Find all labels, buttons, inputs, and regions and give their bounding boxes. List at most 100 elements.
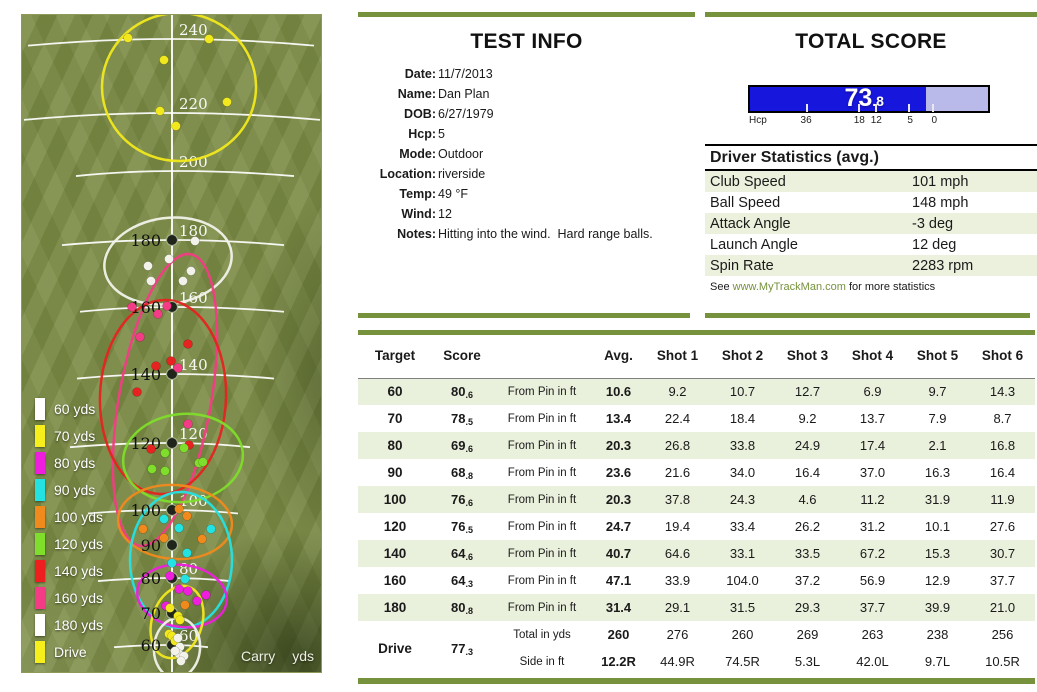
shot-dot bbox=[127, 302, 137, 312]
score-main: 64 bbox=[451, 546, 466, 561]
stats-value: 2283 rpm bbox=[912, 257, 974, 274]
shot-cell: 4.6 bbox=[775, 486, 840, 513]
metric-cell: Side in ft bbox=[519, 655, 565, 668]
shot-cell: 31.2 bbox=[859, 519, 886, 534]
column-header: Avg. bbox=[592, 334, 645, 379]
distance-arc bbox=[75, 170, 295, 177]
shot-cell: 9.7L bbox=[924, 654, 951, 669]
mytrackman-link[interactable]: www.MyTrackMan.com bbox=[732, 281, 846, 293]
table-row: 140 64.6 From Pin in ft 40.7 64.6 33.1 33.5 67.… bbox=[358, 540, 1035, 567]
testinfo-field-row: DOB: 6/27/1979 bbox=[358, 104, 695, 124]
totalscore-top-rule bbox=[705, 12, 1037, 17]
legend-swatch bbox=[35, 533, 45, 555]
field-value: 12 bbox=[438, 207, 452, 221]
table-row: 120 76.5 From Pin in ft 24.7 19.4 33.4 26.2 31.… bbox=[358, 513, 1035, 540]
shot-cell: 37.7 bbox=[989, 573, 1016, 588]
score-sub: .6 bbox=[465, 390, 473, 401]
field-label: Hcp: bbox=[408, 127, 436, 141]
legend-item-label: 180 yds bbox=[54, 617, 104, 633]
avg-cell: 23.6 bbox=[605, 465, 632, 480]
legend-item-label: 120 yds bbox=[54, 536, 104, 552]
shot-dot bbox=[160, 466, 170, 476]
legend-swatch bbox=[35, 641, 45, 663]
legend-item-label: 100 yds bbox=[54, 509, 104, 525]
shot-dot bbox=[162, 301, 172, 311]
testinfo-field-row: Temp: 49 °F bbox=[358, 184, 695, 204]
shot-dot bbox=[153, 309, 163, 319]
field-value: riverside bbox=[438, 167, 486, 181]
table-row: 80 69.6 From Pin in ft 20.3 26.8 33.8 24.9 17.4… bbox=[358, 432, 1035, 459]
target-label: 140 bbox=[130, 365, 161, 384]
driver-statistics-title: Driver Statistics (avg.) bbox=[705, 146, 1037, 171]
shot-dot bbox=[180, 574, 190, 584]
shot-cell: 12.7 bbox=[775, 378, 840, 405]
totalscore-title: TOTAL SCORE bbox=[795, 30, 947, 53]
score-main: 77 bbox=[451, 640, 466, 656]
dispersion-ellipse bbox=[100, 15, 258, 163]
score-value: 73.8 bbox=[844, 84, 884, 113]
score-main: 68 bbox=[451, 465, 466, 480]
legend-swatch bbox=[35, 506, 45, 528]
score-cell: 78.5 bbox=[432, 405, 492, 432]
shot-cell: 37.0 bbox=[859, 465, 886, 480]
legend-item: Drive bbox=[35, 641, 103, 663]
table-row: Drive 77.3 Total in yds 260 276 260 269 263 238 2… bbox=[358, 621, 1035, 657]
target-pin bbox=[166, 437, 178, 449]
target-pin bbox=[166, 368, 178, 380]
score-sub: .3 bbox=[465, 646, 473, 657]
target-cell: 80 bbox=[358, 432, 432, 459]
avg-cell: 20.3 bbox=[592, 432, 645, 459]
shot-dot bbox=[123, 33, 133, 43]
testinfo-field-row: Hcp: 5 bbox=[358, 124, 695, 144]
shot-dot bbox=[170, 646, 180, 656]
score-main: 78 bbox=[451, 411, 466, 426]
target-label: 90 bbox=[141, 536, 161, 555]
shot-cell: 17.4 bbox=[840, 432, 905, 459]
target-label: 180 bbox=[130, 231, 161, 250]
target-label: 100 bbox=[130, 501, 161, 520]
score-gauge-axis: Hcp 36 18 12 5 0 bbox=[748, 115, 990, 127]
shot-cell: 24.9 bbox=[775, 432, 840, 459]
testinfo-fields: Date: 11/7/2013 Name: Dan Plan DOB: 6/27/1979… bbox=[358, 64, 695, 244]
table-row: 100 76.6 From Pin in ft 20.3 37.8 24.3 4.6 11.2… bbox=[358, 486, 1035, 513]
gauge-tick bbox=[932, 104, 935, 112]
distance-arc bbox=[97, 577, 231, 582]
score-main: 64 bbox=[451, 573, 466, 588]
score-cell: 64.6 bbox=[432, 540, 492, 567]
testinfo-field-row: Wind: 12 bbox=[358, 204, 695, 224]
legend-swatch bbox=[35, 560, 45, 582]
score-value-decimal: .8 bbox=[872, 93, 884, 109]
gauge-tick-label: 18 bbox=[853, 115, 865, 126]
legend-item: 140 yds bbox=[35, 560, 103, 582]
shot-cell: 37.2 bbox=[794, 573, 821, 588]
dispersion-ellipse bbox=[111, 252, 219, 548]
table-bottom-rule bbox=[358, 678, 1035, 684]
carry-axis-note: Carry yds bbox=[241, 648, 314, 664]
shot-cell: 22.4 bbox=[664, 411, 691, 426]
shot-dot bbox=[146, 444, 156, 454]
score-cell: 64.3 bbox=[432, 567, 492, 594]
stats-row: Ball Speed 148 mph bbox=[705, 192, 1037, 213]
shot-cell: 26.8 bbox=[645, 432, 710, 459]
field-value: Hitting into the wind. Hard range balls. bbox=[438, 227, 653, 241]
shot-dot bbox=[186, 266, 196, 276]
shot-dot bbox=[183, 586, 193, 596]
dispersion-ellipse bbox=[135, 563, 229, 629]
shot-dot bbox=[164, 254, 174, 264]
stats-footer: See www.MyTrackMan.com for more statisti… bbox=[705, 276, 1037, 293]
distance-arc-label: 120 bbox=[179, 425, 208, 443]
gauge-tick-label: 12 bbox=[870, 115, 882, 126]
shot-cell: 30.7 bbox=[970, 540, 1035, 567]
shot-cell: 33.8 bbox=[710, 432, 775, 459]
target-cell: 70 bbox=[387, 411, 403, 426]
legend-item: 100 yds bbox=[35, 506, 103, 528]
shot-cell: 33.4 bbox=[729, 519, 756, 534]
shot-cell: 74.5R bbox=[725, 654, 760, 669]
score-cell: 76.6 bbox=[432, 486, 492, 513]
shot-dot bbox=[167, 558, 177, 568]
field-value: Dan Plan bbox=[438, 87, 490, 101]
shot-dot bbox=[174, 584, 184, 594]
shot-cell: 5.3L bbox=[794, 654, 821, 669]
metric-cell: From Pin in ft bbox=[492, 594, 592, 621]
